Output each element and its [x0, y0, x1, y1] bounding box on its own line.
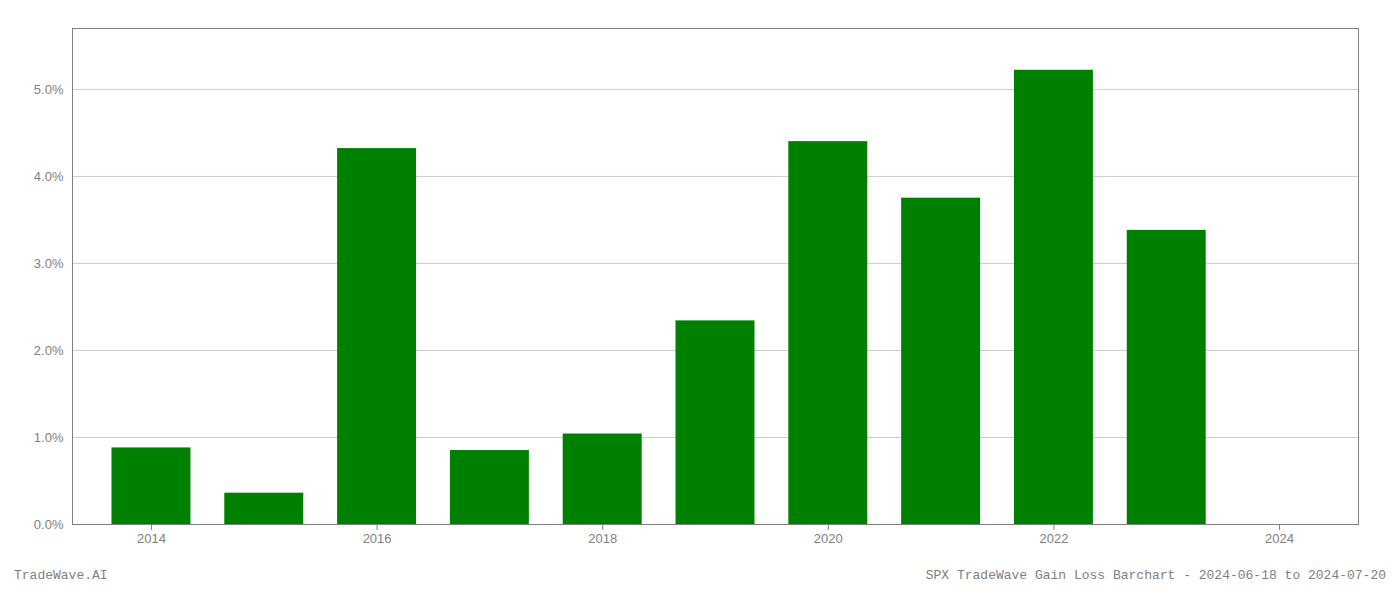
- html-text:TradeWave.AI: TradeWave.AI: [14, 568, 108, 583]
- svg-text:2.0%: 2.0%: [34, 343, 64, 358]
- html-text:SPX TradeWave Gain Loss Barcha: SPX TradeWave Gain Loss Barchart - 2024-…: [925, 568, 1386, 583]
- svg-text:1.0%: 1.0%: [34, 430, 64, 445]
- svg-text:3.0%: 3.0%: [34, 256, 64, 271]
- svg-text:2016: 2016: [363, 531, 392, 546]
- svg-text:2024: 2024: [1265, 531, 1294, 546]
- svg-text:2020: 2020: [814, 531, 843, 546]
- svg-text:2018: 2018: [588, 531, 617, 546]
- svg-text:5.0%: 5.0%: [34, 82, 64, 97]
- svg-text:2014: 2014: [137, 531, 166, 546]
- svg-text:0.0%: 0.0%: [34, 517, 64, 532]
- svg-text:4.0%: 4.0%: [34, 169, 64, 184]
- svg-text:2022: 2022: [1039, 531, 1068, 546]
